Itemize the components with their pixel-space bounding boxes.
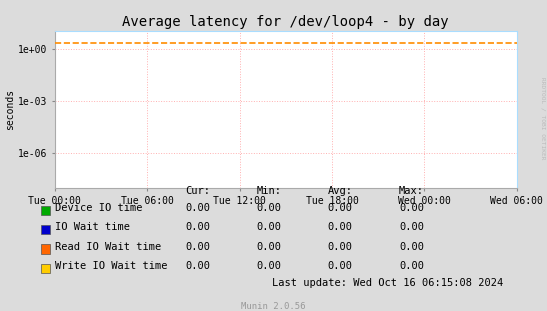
Text: 0.00: 0.00 [328, 242, 353, 252]
Text: 0.00: 0.00 [185, 242, 211, 252]
Text: 0.00: 0.00 [399, 203, 424, 213]
Text: Max:: Max: [399, 186, 424, 196]
Text: Read IO Wait time: Read IO Wait time [55, 242, 161, 252]
Text: Last update: Wed Oct 16 06:15:08 2024: Last update: Wed Oct 16 06:15:08 2024 [272, 278, 503, 288]
Text: 0.00: 0.00 [185, 261, 211, 271]
Text: 0.00: 0.00 [399, 222, 424, 232]
Title: Average latency for /dev/loop4 - by day: Average latency for /dev/loop4 - by day [123, 15, 449, 29]
Text: Device IO time: Device IO time [55, 203, 142, 213]
Text: 0.00: 0.00 [185, 203, 211, 213]
Text: Cur:: Cur: [185, 186, 211, 196]
Y-axis label: seconds: seconds [5, 89, 15, 130]
Text: 0.00: 0.00 [185, 222, 211, 232]
Text: 0.00: 0.00 [399, 242, 424, 252]
Text: 0.00: 0.00 [257, 222, 282, 232]
Text: Min:: Min: [257, 186, 282, 196]
Text: 0.00: 0.00 [328, 203, 353, 213]
Text: 0.00: 0.00 [328, 261, 353, 271]
Text: Write IO Wait time: Write IO Wait time [55, 261, 167, 271]
Text: Avg:: Avg: [328, 186, 353, 196]
Text: 0.00: 0.00 [257, 242, 282, 252]
Text: 0.00: 0.00 [399, 261, 424, 271]
Text: 0.00: 0.00 [257, 203, 282, 213]
Text: 0.00: 0.00 [257, 261, 282, 271]
Text: IO Wait time: IO Wait time [55, 222, 130, 232]
Text: Munin 2.0.56: Munin 2.0.56 [241, 302, 306, 311]
Text: RRDTOOL / TOBI OETIKER: RRDTOOL / TOBI OETIKER [541, 77, 546, 160]
Text: 0.00: 0.00 [328, 222, 353, 232]
